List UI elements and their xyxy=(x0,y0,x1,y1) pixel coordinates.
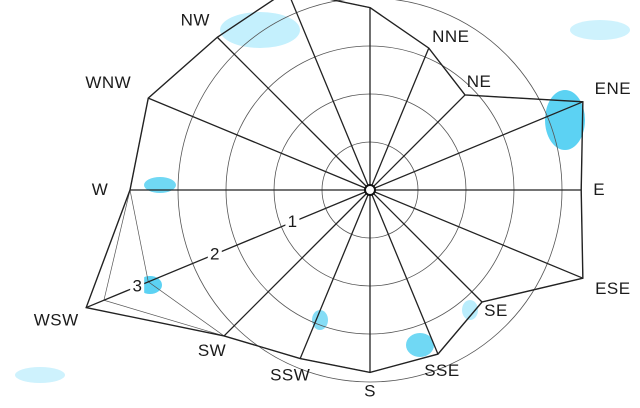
label-w: W xyxy=(92,180,109,199)
ring-label-bg xyxy=(130,275,145,294)
background-map xyxy=(15,12,630,383)
label-nne: NNE xyxy=(432,27,469,46)
rose-outline xyxy=(85,0,584,374)
label-s: S xyxy=(364,381,376,400)
grid-ring-5 xyxy=(129,0,584,373)
label-ene: ENE xyxy=(595,79,631,98)
spoke-wsw xyxy=(85,189,371,309)
ring-label-bg xyxy=(285,211,300,230)
spoke-ssw xyxy=(299,189,371,359)
label-sw: SW xyxy=(198,341,226,360)
spoke-ene xyxy=(369,101,584,191)
ring-label-3: 3 xyxy=(132,276,141,295)
direction-labels: NNNENEENEEESESESSESSSWSWWSWWWNWNWNNW xyxy=(34,0,631,400)
direction-spokes xyxy=(85,0,584,373)
label-sse: SSE xyxy=(424,361,460,380)
ring-label-2: 2 xyxy=(210,244,219,263)
label-wnw: WNW xyxy=(85,73,131,92)
label-wsw: WSW xyxy=(34,311,79,330)
spoke-sw xyxy=(223,189,371,337)
grid-rings xyxy=(103,0,584,383)
ring-label-bg xyxy=(207,243,222,262)
center-point xyxy=(364,184,376,196)
ring-label-1: 1 xyxy=(288,212,297,231)
spoke-ne xyxy=(369,94,466,191)
label-n: N xyxy=(364,0,377,4)
spoke-ese xyxy=(369,189,584,279)
spoke-nnw xyxy=(290,0,371,191)
spoke-se xyxy=(369,189,483,303)
spoke-sse xyxy=(369,189,439,355)
spoke-nne xyxy=(369,47,430,191)
label-nw: NW xyxy=(181,10,210,29)
label-ese: ESE xyxy=(595,279,631,298)
label-ssw: SSW xyxy=(270,366,310,385)
label-ne: NE xyxy=(467,72,492,91)
ring-labels: 1 2 3 xyxy=(130,211,300,295)
label-se: SE xyxy=(484,301,508,320)
label-e: E xyxy=(593,180,605,199)
spoke-wnw xyxy=(148,97,371,191)
spoke-nw xyxy=(216,36,371,191)
